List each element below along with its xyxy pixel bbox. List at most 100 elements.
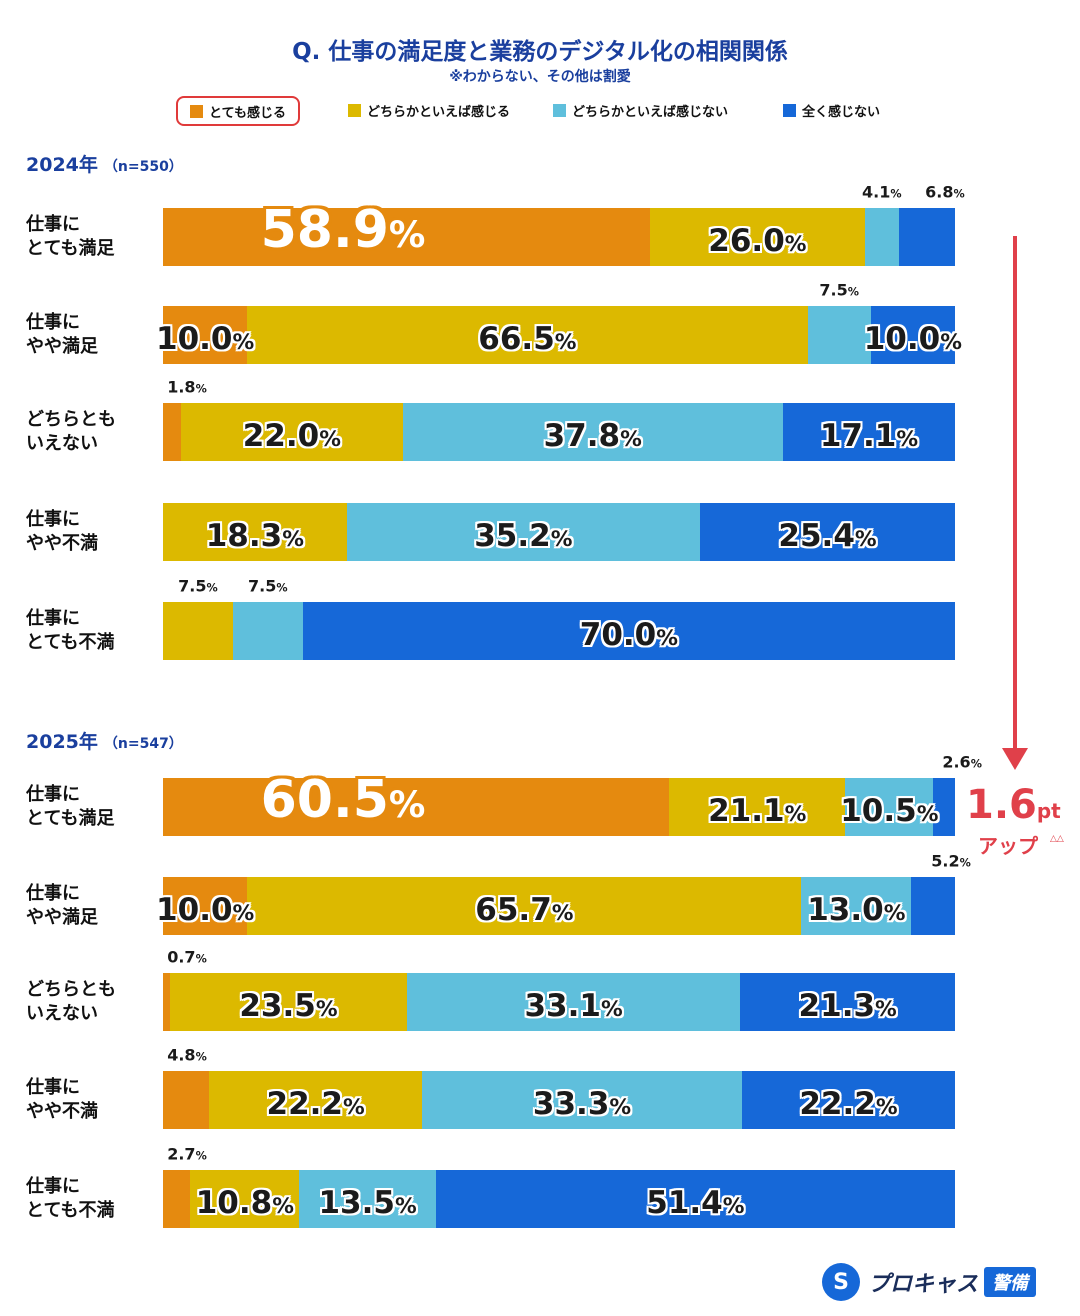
brand-mark-icon: S [822, 1263, 860, 1301]
data-label: 58.9% [260, 200, 426, 260]
data-label: 33.1% [524, 988, 623, 1024]
bar-segment [170, 973, 407, 1031]
bar-segment [163, 973, 171, 1031]
data-label: 22.0% [242, 418, 341, 454]
legend-item: どちらかといえば感じない [553, 96, 728, 124]
row-label-line: どちらとも [26, 979, 116, 1000]
bar-segment [299, 1170, 436, 1228]
row-label-line: 仕事に [26, 883, 80, 904]
row-label: 仕事に とても不満 [26, 607, 156, 655]
data-label: 7.5% [178, 576, 218, 596]
bar-segment [163, 877, 248, 935]
bar-segment [163, 1170, 191, 1228]
row-label: 仕事に とても満足 [26, 213, 156, 261]
bar-segment [163, 208, 650, 266]
data-label: 51.4% [646, 1185, 745, 1221]
change-arrow-head [1002, 748, 1028, 770]
row-label-line: とても不満 [26, 1200, 115, 1221]
data-label: 26.0% [708, 223, 807, 259]
row-label-line: 仕事に [26, 1176, 80, 1197]
bar-segment [163, 306, 248, 364]
legend-label: とても感じる [209, 105, 286, 121]
row-label-line: 仕事に [26, 608, 80, 629]
year-heading: 2024年 （n=550） [26, 150, 183, 177]
row-label-line: とても満足 [26, 808, 115, 829]
bar-segment [741, 1071, 955, 1129]
bar-segment [163, 503, 347, 561]
bar-segment [668, 778, 846, 836]
bar-segment [422, 1071, 742, 1129]
row-label-line: 仕事に [26, 784, 80, 805]
change-arrow-line [1013, 236, 1017, 752]
data-label: 2.6% [942, 752, 982, 772]
data-label: 17.1% [819, 418, 919, 454]
bar-segment [911, 877, 955, 935]
bar-segment [845, 778, 934, 836]
row-label: 仕事に とても不満 [26, 1175, 156, 1223]
brand-name: プロキャス [868, 1272, 979, 1297]
bar-segment [163, 778, 669, 836]
row-label: どちらとも いえない [26, 408, 156, 456]
data-label: 21.1% [708, 793, 807, 829]
data-label: 0.7% [167, 947, 207, 967]
legend-label: どちらかといえば感じない [572, 104, 729, 120]
data-label: 22.2% [799, 1086, 898, 1122]
data-label: 10.8% [195, 1185, 294, 1221]
row-label: 仕事に とても満足 [26, 783, 156, 831]
row-label-line: とても不満 [26, 632, 115, 653]
bar-segment [406, 973, 741, 1031]
row-label-line: とても満足 [26, 238, 115, 259]
bar-segment [801, 877, 912, 935]
data-label: 4.1% [862, 182, 902, 202]
data-label: 4.8% [167, 1045, 207, 1065]
bar-segment [163, 1071, 210, 1129]
bar-segment [870, 306, 955, 364]
legend-swatch [553, 103, 566, 117]
data-label: 10.0% [156, 892, 255, 928]
row-label-line: やや満足 [26, 907, 98, 928]
row-label: 仕事に やや満足 [26, 882, 156, 930]
brand-logo: S プロキャス 警備 [822, 1262, 1037, 1302]
bar-segment [782, 403, 955, 461]
legend-swatch [190, 104, 203, 118]
row-label: どちらとも いえない [26, 978, 156, 1026]
row-label-line: 仕事に [26, 214, 80, 235]
data-label: 18.3% [205, 518, 304, 554]
bar-segment [700, 503, 955, 561]
bar-segment [247, 877, 802, 935]
sample-size: （n=550） [103, 159, 183, 175]
bar-segment [302, 602, 955, 660]
row-label-line: 仕事に [26, 312, 80, 333]
legend-swatch [783, 103, 796, 117]
bar-segment [163, 602, 233, 660]
year-heading: 2025年 （n=547） [26, 727, 183, 754]
data-label: 5.2% [931, 851, 971, 871]
data-label: 7.5% [248, 576, 288, 596]
sample-size: （n=547） [103, 736, 183, 752]
legend-item: とても感じる [176, 96, 300, 126]
data-label: 22.2% [266, 1086, 365, 1122]
data-label: 65.7% [475, 892, 574, 928]
data-label: 70.0% [579, 617, 678, 653]
data-label: 6.8% [925, 182, 965, 202]
row-label: 仕事に やや不満 [26, 1076, 156, 1124]
data-label: 33.3% [532, 1086, 632, 1122]
legend-label: 全く感じない [802, 104, 881, 120]
data-label: 66.5% [478, 321, 577, 357]
row-label: 仕事に やや不満 [26, 508, 156, 556]
bar-segment [807, 306, 871, 364]
data-label: 13.0% [807, 892, 906, 928]
legend-item: どちらかといえば感じる [348, 96, 510, 124]
data-label: 1.8% [167, 377, 207, 397]
bar-segment [247, 306, 808, 364]
row-label-line: やや不満 [26, 533, 98, 554]
row-label-line: いえない [26, 1003, 98, 1024]
bar-segment [740, 973, 955, 1031]
legend: とても感じる どちらかといえば感じる どちらかといえば感じない 全く感じない [0, 96, 1080, 126]
bar-segment [181, 403, 403, 461]
bar-segment [190, 1170, 300, 1228]
legend-item: 全く感じない [783, 96, 880, 124]
triangle-marks: △△ [1050, 834, 1064, 844]
data-label: 35.2% [474, 518, 573, 554]
